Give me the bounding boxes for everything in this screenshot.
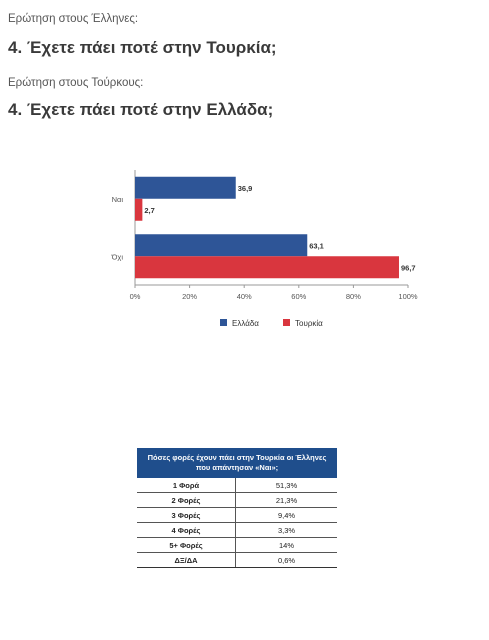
question-greeks-title: 4. Έχετε πάει ποτέ στην Τουρκία;: [8, 38, 277, 57]
table-row: 5+ Φορές 14%: [137, 537, 337, 553]
bar-turkey: [135, 256, 399, 279]
table-cell-label: ΔΞ/ΔΑ: [137, 552, 236, 568]
x-tick-label: 80%: [346, 292, 361, 301]
legend-label: Ελλάδα: [232, 319, 259, 328]
y-category-label: Ναι: [112, 195, 124, 204]
table-header-row: Πόσες φορές έχουν πάει στην Τουρκία οι Έ…: [137, 448, 337, 478]
frequency-table: Πόσες φορές έχουν πάει στην Τουρκία οι Έ…: [137, 448, 337, 568]
table-cell-value: 3,3%: [235, 522, 337, 538]
table-row: 3 Φορές 9,4%: [137, 507, 337, 523]
table-row: ΔΞ/ΔΑ 0,6%: [137, 552, 337, 568]
table-body: 1 Φορά 51,3% 2 Φορές 21,3% 3 Φορές 9,4% 4 Φορέ…: [137, 478, 337, 568]
bar-chart: 0% 20% 40% 60% 80% 100% Ναι 36,9 2,7 Όχι 63,1 96,7 Ε…: [111, 170, 418, 328]
table-cell-value: 21,3%: [235, 492, 337, 508]
table-row: 4 Φορές 3,3%: [137, 522, 337, 538]
table-cell-value: 14%: [235, 537, 337, 553]
question-greeks-label: Ερώτηση στους Έλληνες:: [8, 13, 139, 25]
question-turks-title: 4. Έχετε πάει ποτέ στην Ελλάδα;: [8, 100, 274, 119]
table-cell-value: 9,4%: [235, 507, 337, 523]
table-header: Πόσες φορές έχουν πάει στην Τουρκία οι Έ…: [137, 448, 337, 478]
bar-greece: [135, 234, 308, 257]
y-category-label: Όχι: [111, 252, 124, 261]
x-tick-label: 0%: [130, 292, 141, 301]
table-cell-label: 2 Φορές: [137, 492, 236, 508]
legend-swatch: [283, 319, 290, 326]
legend-label: Τουρκία: [295, 319, 323, 328]
table-row: 2 Φορές 21,3%: [137, 492, 337, 508]
x-tick-label: 100%: [398, 292, 418, 301]
table-row: 1 Φορά 51,3%: [137, 478, 337, 493]
bar-data-label: 36,9: [238, 184, 253, 193]
bar-data-label: 2,7: [144, 206, 154, 215]
bar-turkey: [135, 198, 143, 221]
bar-data-label: 63,1: [309, 241, 324, 250]
table-cell-value: 51,3%: [235, 478, 337, 493]
legend-swatch: [220, 319, 227, 326]
question-turks-label: Ερώτηση στους Τούρκους:: [8, 77, 144, 89]
table-cell-label: 5+ Φορές: [137, 537, 236, 553]
table-cell-label: 3 Φορές: [137, 507, 236, 523]
x-tick-label: 60%: [291, 292, 306, 301]
table-cell-label: 4 Φορές: [137, 522, 236, 538]
bar-data-label: 96,7: [401, 263, 416, 272]
x-tick-label: 20%: [182, 292, 197, 301]
x-tick-label: 40%: [237, 292, 252, 301]
bar-greece: [135, 176, 236, 199]
table-cell-label: 1 Φορά: [137, 478, 236, 493]
table-cell-value: 0,6%: [235, 552, 337, 568]
